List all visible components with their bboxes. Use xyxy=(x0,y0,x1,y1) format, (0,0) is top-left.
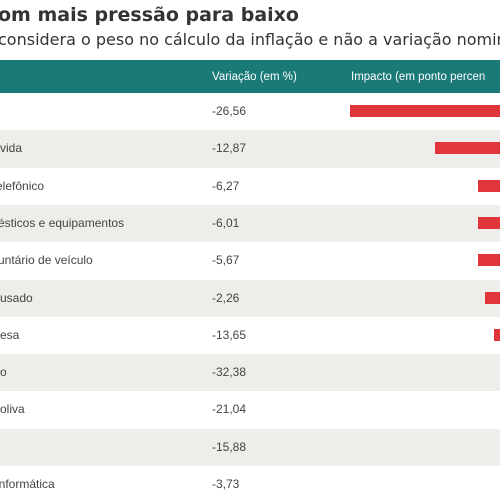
row-variation-value: -3,73 xyxy=(212,477,240,491)
row-variation-value: -15,88 xyxy=(212,439,247,454)
row-variation-value: -5,67 xyxy=(212,253,240,268)
impact-bar-cell xyxy=(340,130,500,167)
row-variation-value: -2,26 xyxy=(212,290,240,305)
table-row: o -32,38 xyxy=(0,354,500,392)
row-variation-value: -12,87 xyxy=(212,141,247,156)
impact-bar xyxy=(477,254,500,267)
table-row: untário de veículo -5,67 xyxy=(0,242,500,279)
impact-bar xyxy=(477,179,500,192)
row-item-label: informática xyxy=(0,477,55,491)
row-variation-value: -32,38 xyxy=(212,365,247,380)
impact-bar xyxy=(350,105,500,117)
table-row: vida -12,87 xyxy=(0,130,500,168)
impact-bar-cell xyxy=(340,280,500,317)
impact-bar-cell xyxy=(340,242,500,279)
impact-bar-cell xyxy=(340,205,500,242)
row-item-label: untário de veículo xyxy=(0,253,93,268)
row-item-label: ésticos e equipamentos xyxy=(0,215,125,230)
table-header: Variação (em %) Impacto (em ponto percen xyxy=(0,60,500,93)
row-variation-value: -26,56 xyxy=(212,104,247,118)
row-item-label: o xyxy=(0,365,7,380)
table-row: -15,88 xyxy=(0,428,500,466)
table-row: informática -3,73 xyxy=(0,466,500,500)
row-variation-value: -21,04 xyxy=(212,402,247,417)
impact-bar-cell xyxy=(340,317,500,354)
table-row: -26,56 xyxy=(0,93,500,130)
table-row: usado -2,26 xyxy=(0,279,500,317)
chart-subtitle: considera o peso no cálculo da inflação … xyxy=(0,30,500,49)
impact-bar xyxy=(477,216,500,229)
chart-title: om mais pressão para baixo xyxy=(0,4,299,26)
row-item-label: esa xyxy=(0,327,20,342)
data-table: Variação (em %) Impacto (em ponto percen… xyxy=(0,60,500,500)
impact-bar-cell xyxy=(340,429,500,466)
row-item-label: elefônico xyxy=(0,178,45,193)
table-row: esa -13,65 xyxy=(0,317,500,354)
impact-bar xyxy=(485,291,500,304)
row-variation-value: -6,01 xyxy=(212,215,240,230)
impact-bar-cell xyxy=(340,391,500,428)
impact-bar-cell xyxy=(340,354,500,391)
impact-bar xyxy=(493,328,500,341)
row-variation-value: -6,27 xyxy=(212,178,240,193)
table-row: ésticos e equipamentos -6,01 xyxy=(0,204,500,243)
header-variation: Variação (em %) xyxy=(212,71,297,83)
impact-bar-cell xyxy=(340,93,500,130)
row-item-label: vida xyxy=(0,141,23,156)
header-impact: Impacto (em ponto percen xyxy=(351,71,486,83)
table-row: elefônico -6,27 xyxy=(0,168,500,205)
row-item-label: oliva xyxy=(0,402,25,417)
row-item-label: usado xyxy=(0,290,33,305)
table-row: oliva -21,04 xyxy=(0,391,500,428)
row-variation-value: -13,65 xyxy=(212,327,247,342)
impact-bar-cell xyxy=(340,168,500,205)
impact-bar-cell xyxy=(340,466,500,500)
impact-bar xyxy=(434,142,500,155)
